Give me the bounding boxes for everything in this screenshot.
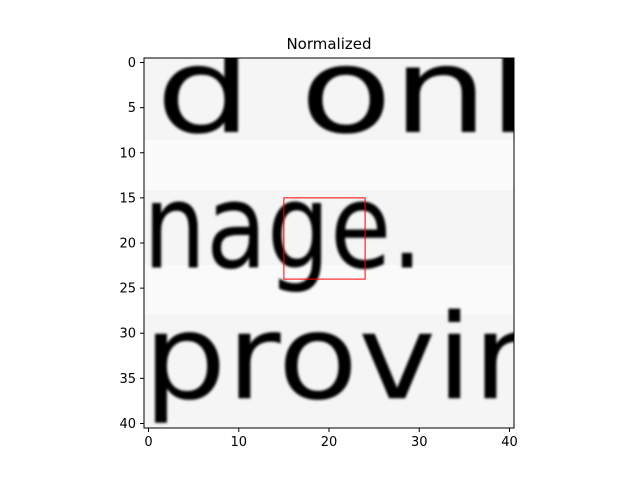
scanned-text-line: d onl	[156, 22, 531, 160]
image-light-band	[144, 265, 514, 315]
x-axis-ticks: 0 10 20 30 40	[144, 428, 518, 450]
y-tick-label: 20	[119, 237, 136, 252]
x-tick-label: 10	[230, 435, 247, 450]
y-tick-label: 40	[119, 417, 136, 432]
image-background	[144, 58, 514, 428]
y-axis-ticks: 0 5 10 15 20 25 30 35 40	[119, 56, 144, 432]
x-tick-label: 20	[321, 435, 338, 450]
y-tick-label: 15	[119, 191, 136, 206]
x-tick-label: 30	[411, 435, 428, 450]
image-light-band	[144, 140, 514, 190]
y-tick-label: 10	[119, 146, 136, 161]
y-tick-label: 0	[128, 56, 136, 71]
y-tick-label: 35	[119, 372, 136, 387]
scanned-text-line: provir	[143, 288, 527, 426]
x-tick-label: 40	[501, 435, 518, 450]
highlight-box	[283, 197, 366, 280]
scanned-text-line: nage.	[143, 157, 423, 295]
y-tick-label: 5	[128, 101, 136, 116]
chart-title: Normalized	[286, 35, 371, 53]
y-tick-label: 30	[119, 327, 136, 342]
y-tick-label: 25	[119, 282, 136, 297]
x-tick-label: 0	[144, 435, 152, 450]
